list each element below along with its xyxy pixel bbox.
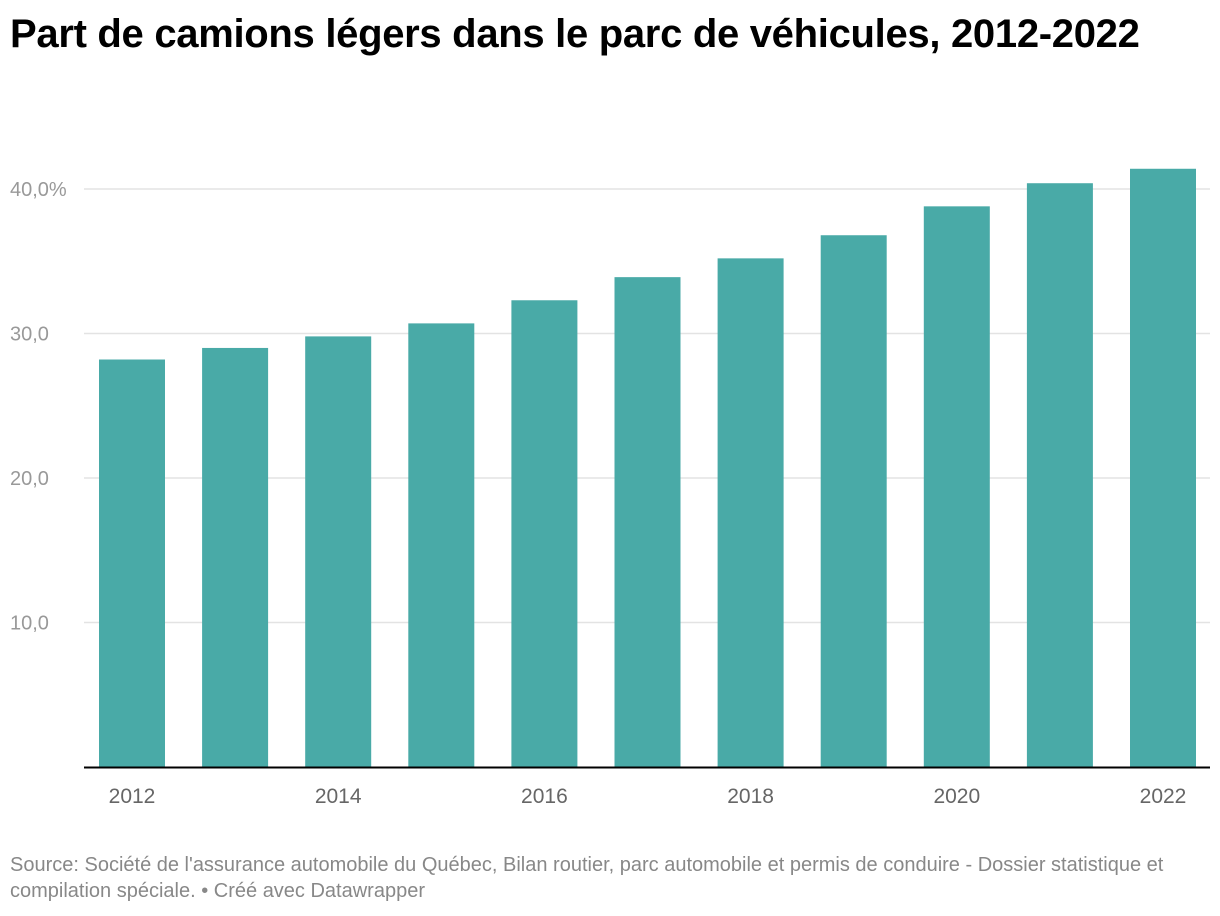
source-note: Source: Société de l'assurance automobil… bbox=[10, 854, 1164, 902]
chart-title: Part de camions légers dans le parc de v… bbox=[10, 12, 1140, 56]
bar-2018[interactable] bbox=[717, 258, 784, 767]
bar-2014[interactable] bbox=[305, 336, 372, 767]
bar-2012[interactable] bbox=[99, 359, 165, 767]
bar-2013[interactable] bbox=[202, 347, 269, 767]
y-tick-label: 20,0 bbox=[10, 468, 49, 490]
x-tick-label-2012: 2012 bbox=[109, 785, 156, 808]
chart-footer: Source: Société de l'assurance automobil… bbox=[10, 852, 1200, 904]
y-tick-label: 30,0 bbox=[10, 324, 49, 346]
x-tick-label-2020: 2020 bbox=[933, 785, 980, 808]
x-tick-label-2018: 2018 bbox=[727, 785, 774, 808]
footer-separator: • bbox=[195, 880, 214, 902]
bar-2017[interactable] bbox=[614, 277, 681, 767]
x-tick-label-2022: 2022 bbox=[1140, 785, 1187, 808]
bar-2022[interactable] bbox=[1130, 168, 1196, 767]
bars bbox=[99, 168, 1196, 768]
bar-2019[interactable] bbox=[820, 235, 887, 768]
bar-2015[interactable] bbox=[408, 323, 475, 767]
x-tick-label-2014: 2014 bbox=[315, 785, 362, 808]
bar-2020[interactable] bbox=[923, 206, 990, 768]
x-axis-labels: 2012 2014 2016 2018 2020 2022 bbox=[109, 785, 1187, 808]
datawrapper-credit[interactable]: Créé avec Datawrapper bbox=[213, 880, 425, 902]
x-tick-label-2016: 2016 bbox=[521, 785, 568, 808]
y-tick-label: 10,0 bbox=[10, 613, 49, 635]
bar-chart: 10,020,030,040,0% 2012 2014 2016 2018 2020 20… bbox=[10, 168, 1210, 808]
y-tick-label: 40,0% bbox=[10, 179, 67, 201]
y-axis-labels: 10,0 20,0 30,0 40,0% bbox=[10, 179, 67, 635]
bar-2016[interactable] bbox=[511, 300, 578, 767]
bar-2021[interactable] bbox=[1026, 183, 1093, 768]
